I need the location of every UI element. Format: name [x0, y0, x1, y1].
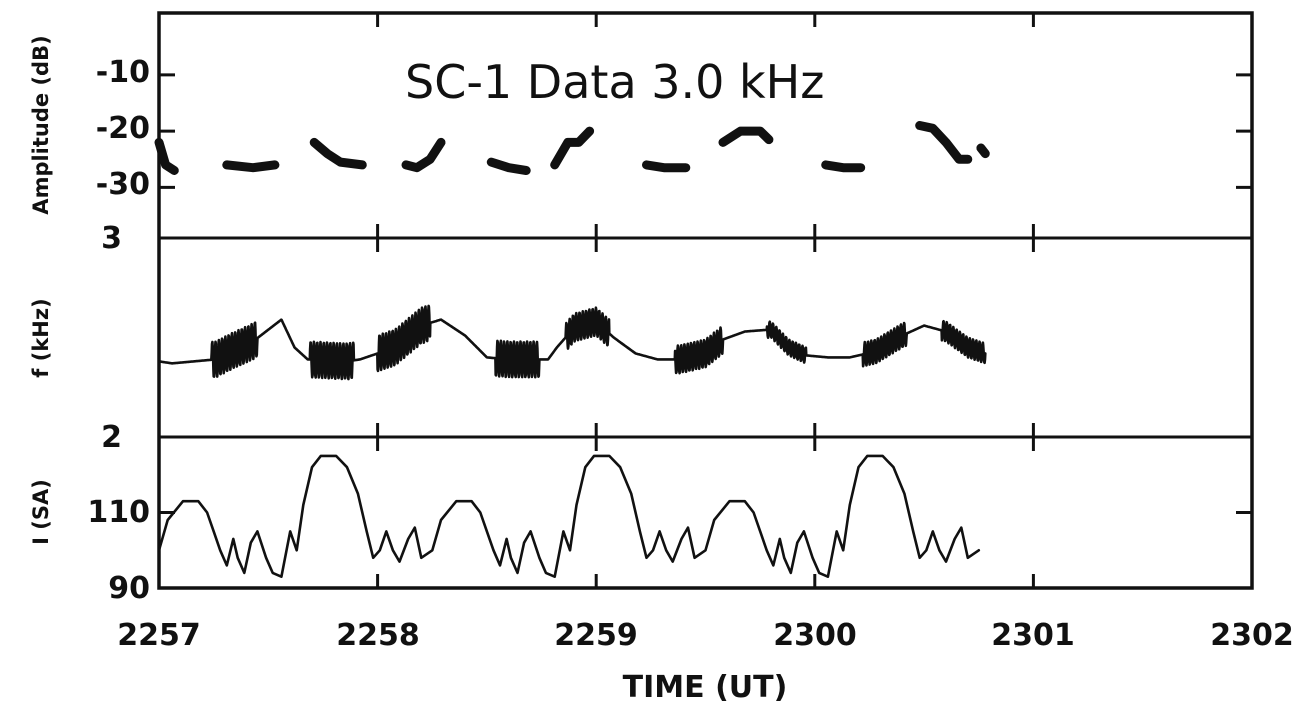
amplitude-segment [222, 160, 280, 173]
amplitude-segment [976, 143, 990, 159]
frequency-panel [157, 304, 987, 429]
x-tick-label: 2302 [1210, 618, 1294, 653]
amp-tick-label: -20 [96, 111, 150, 146]
amplitude-segment [154, 137, 179, 175]
amplitude-panel [154, 121, 990, 175]
int-tick-label: 90 [108, 571, 150, 606]
x-tick-label: 2258 [336, 618, 420, 653]
x-tick-label: 2300 [773, 618, 857, 653]
amp-tick-label: -10 [96, 55, 150, 90]
x-tick-label: 2257 [117, 618, 201, 653]
chart-title: SC-1 Data 3.0 kHz [405, 55, 824, 109]
tick-marks [157, 13, 1254, 590]
intensity-trace [157, 454, 981, 578]
int-tick-label: 110 [87, 495, 150, 530]
amplitude-segment [550, 126, 595, 170]
intensity-axis-label: I (SA) [29, 479, 53, 545]
frequency-axis-label: f (kHz) [29, 298, 53, 377]
amplitude-segment [486, 157, 531, 175]
freq-tick-label: 2 [101, 420, 122, 455]
x-tick-label: 2301 [991, 618, 1075, 653]
intensity-panel [157, 454, 981, 578]
frequency-trace [157, 304, 987, 429]
amplitude-segment [718, 126, 774, 147]
amplitude-segment [915, 121, 973, 164]
x-axis-label: TIME (UT) [623, 670, 788, 705]
plot-frame [157, 11, 1254, 590]
amplitude-segment [642, 160, 691, 173]
amplitude-segment [309, 137, 367, 170]
freq-tick-label: 3 [101, 221, 122, 256]
x-tick-label: 2259 [554, 618, 638, 653]
amp-tick-label: -30 [96, 167, 150, 202]
amplitude-axis-label: Amplitude (dB) [29, 35, 53, 214]
amplitude-segment [821, 160, 866, 173]
amplitude-segment [401, 137, 446, 173]
